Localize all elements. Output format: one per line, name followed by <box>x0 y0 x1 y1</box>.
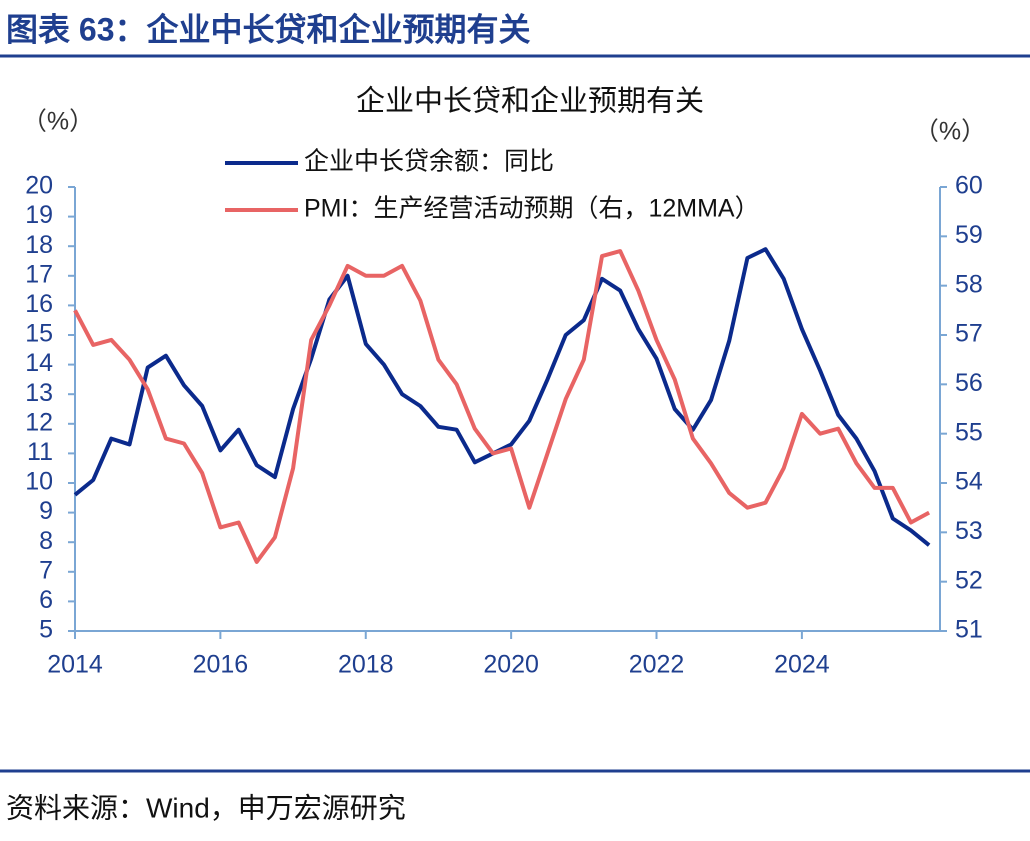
y2-tick-label: 51 <box>955 616 983 644</box>
y2-tick-label: 54 <box>955 468 983 496</box>
x-tick-label: 2016 <box>193 651 249 679</box>
x-tick-label: 2018 <box>338 651 394 679</box>
y2-axis-label: （%） <box>914 118 986 146</box>
y-tick-label: 15 <box>25 320 53 348</box>
y-tick-label: 8 <box>39 527 53 555</box>
y2-tick-label: 58 <box>955 270 983 298</box>
y-tick-label: 12 <box>25 408 53 436</box>
y-axis-label: （%） <box>22 108 94 136</box>
series-line <box>73 247 931 547</box>
legend-label: 企业中长贷余额：同比 <box>304 148 554 176</box>
y-tick-label: 10 <box>25 468 53 496</box>
y2-tick-label: 53 <box>955 517 983 545</box>
y-tick-label: 7 <box>39 556 53 584</box>
series-line <box>73 249 931 564</box>
y2-tick-label: 60 <box>955 172 983 200</box>
footer-source: 资料来源：Wind，申万宏源研究 <box>6 792 406 823</box>
x-tick-label: 2020 <box>483 651 539 679</box>
y-tick-label: 9 <box>39 497 53 525</box>
x-tick-label: 2022 <box>629 651 685 679</box>
y-tick-label: 17 <box>25 260 53 288</box>
y2-tick-label: 59 <box>955 221 983 249</box>
y-tick-label: 20 <box>25 172 53 200</box>
y-tick-label: 13 <box>25 379 53 407</box>
y2-tick-label: 55 <box>955 418 983 446</box>
legend-label: PMI：生产经营活动预期（右，12MMA） <box>304 195 760 223</box>
x-tick-label: 2014 <box>47 651 103 679</box>
x-tick-label: 2024 <box>774 651 830 679</box>
y2-tick-label: 57 <box>955 320 983 348</box>
chart-title: 企业中长贷和企业预期有关 <box>356 85 704 118</box>
y-tick-label: 14 <box>25 349 53 377</box>
y-tick-label: 6 <box>39 586 53 614</box>
y2-tick-label: 56 <box>955 369 983 397</box>
header-title: 图表 63：企业中长贷和企业预期有关 <box>6 11 531 47</box>
y-tick-label: 5 <box>39 616 53 644</box>
y-tick-label: 18 <box>25 231 53 259</box>
y-tick-label: 16 <box>25 290 53 318</box>
y-tick-label: 19 <box>25 201 53 229</box>
y2-tick-label: 52 <box>955 566 983 594</box>
y-tick-label: 11 <box>27 438 53 466</box>
